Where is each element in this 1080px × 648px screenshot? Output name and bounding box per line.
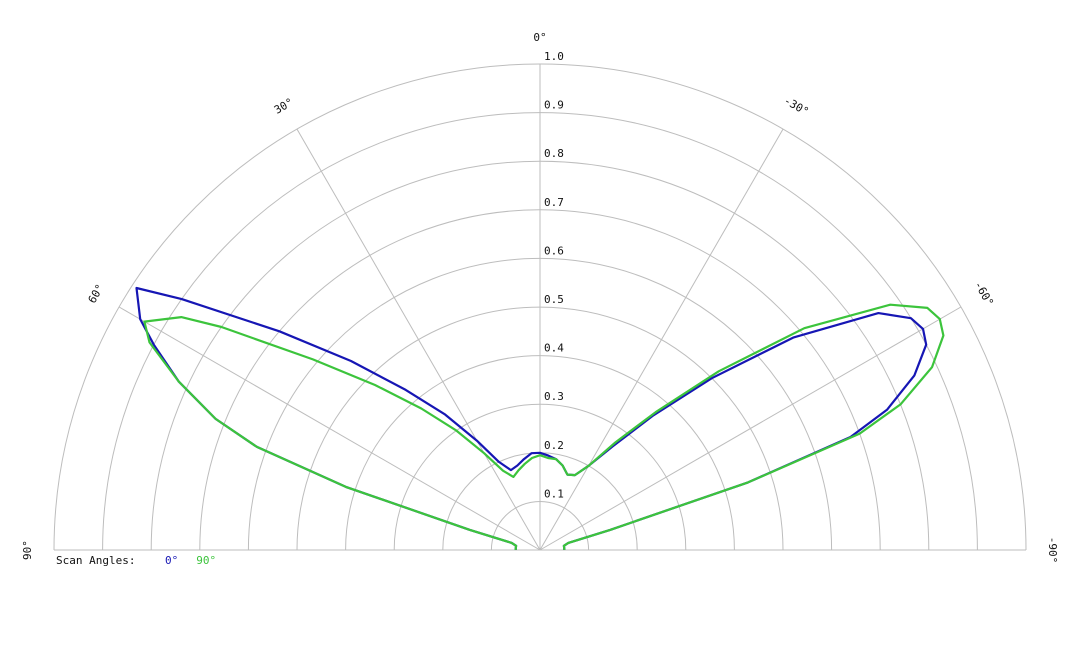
legend-entry: 90° xyxy=(196,554,216,567)
r-tick-label: 0.3 xyxy=(544,390,564,403)
series-line xyxy=(143,303,945,551)
r-tick-label: 0.6 xyxy=(544,244,564,257)
angle-label: 90° xyxy=(21,540,34,560)
angle-label: 30° xyxy=(272,96,296,117)
r-tick-label: 0.7 xyxy=(544,196,564,209)
angle-label: 0° xyxy=(533,31,546,44)
grid-spoke xyxy=(296,128,541,551)
angle-label: -60° xyxy=(972,279,997,308)
r-tick-label: 0.9 xyxy=(544,99,564,112)
r-tick-label: 1.0 xyxy=(544,50,564,63)
angle-label: 60° xyxy=(86,282,107,306)
r-tick-label: 0.4 xyxy=(544,342,564,355)
grid-spoke xyxy=(539,128,784,551)
legend-title: Scan Angles: xyxy=(56,554,135,567)
r-tick-label: 0.1 xyxy=(544,487,564,500)
angle-label: -90° xyxy=(1046,537,1059,564)
grid-spoke xyxy=(118,306,541,551)
r-tick-label: 0.5 xyxy=(544,293,564,306)
grid-spoke xyxy=(539,306,962,551)
r-tick-label: 0.8 xyxy=(544,147,564,160)
angle-label: -30° xyxy=(782,94,811,119)
r-tick-label: 0.2 xyxy=(544,439,564,452)
legend-entry: 0° xyxy=(165,554,178,567)
